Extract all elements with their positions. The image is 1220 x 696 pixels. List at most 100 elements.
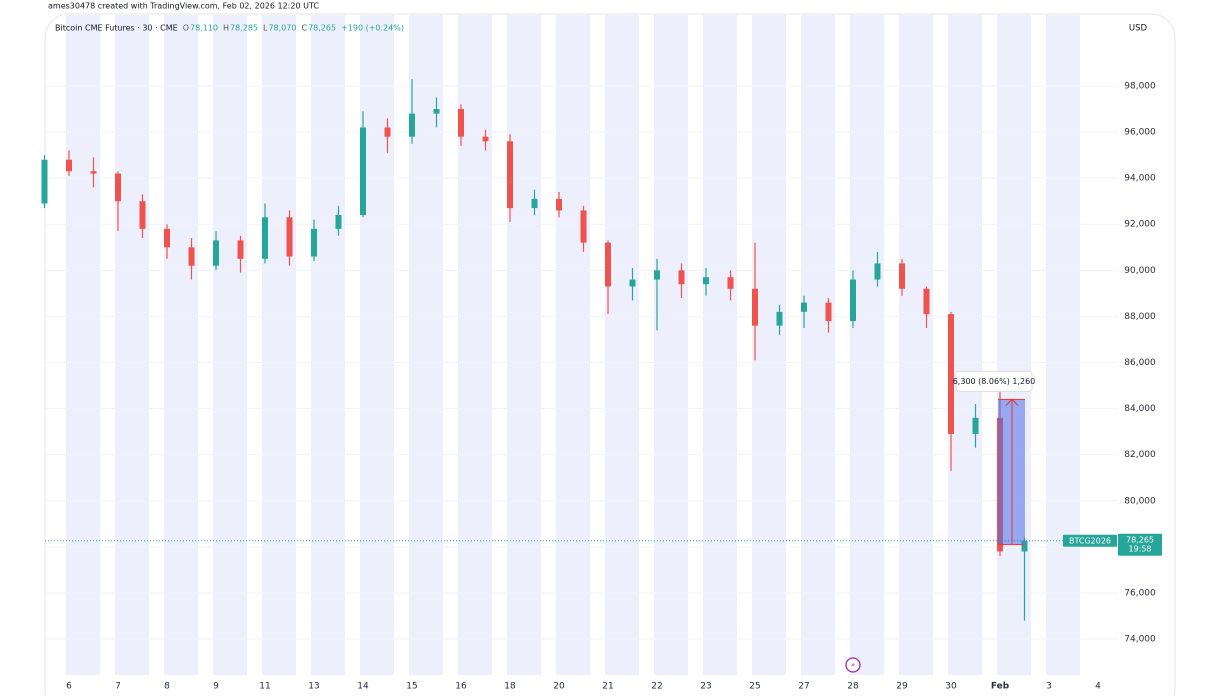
session-band (507, 15, 541, 675)
candle-body (654, 270, 660, 280)
candle-body (384, 127, 391, 137)
candle-body (164, 228, 170, 248)
session-band (703, 15, 737, 675)
candle-body (605, 242, 611, 287)
candle-body (237, 240, 244, 259)
x-tick-label: 22 (651, 682, 662, 692)
x-tick-label: 13 (308, 682, 319, 692)
frame (44, 13, 1176, 696)
candle-body (556, 198, 562, 211)
candle-body (115, 173, 121, 202)
candle-body (482, 136, 489, 142)
x-tick-label: 6 (66, 682, 72, 692)
session-band (556, 15, 590, 675)
candle-body (752, 288, 758, 326)
grid (45, 85, 1118, 640)
y-tick-label: 80,000 (1124, 496, 1156, 506)
y-tick-label: 86,000 (1124, 358, 1156, 368)
candle-body (335, 215, 342, 229)
x-tick-label: 25 (749, 682, 760, 692)
legend-value: 78,070 (268, 24, 296, 33)
x-tick-label: 4 (1095, 682, 1101, 692)
legend-key: C (301, 24, 307, 33)
y-tick-label: 84,000 (1124, 404, 1156, 414)
session-band (213, 15, 247, 675)
candle-body (727, 277, 734, 289)
candle-body (825, 302, 832, 322)
candle-body (409, 113, 415, 137)
candle-body (703, 277, 709, 285)
candle-body (41, 159, 48, 204)
candle-body (899, 263, 905, 289)
x-tick-label: 18 (504, 682, 516, 692)
x-tick-label: 15 (406, 682, 417, 692)
legend-key: L (263, 24, 268, 33)
session-band (66, 15, 100, 675)
candle-body (188, 247, 195, 266)
session-band (752, 15, 786, 675)
y-tick-label: 82,000 (1124, 450, 1156, 460)
legend-key: O (183, 24, 189, 33)
session-band (654, 15, 688, 675)
y-tick-label: 92,000 (1124, 220, 1156, 230)
x-tick-label: 9 (213, 682, 219, 692)
x-tick-label: 21 (602, 682, 613, 692)
event-icon-glyph: » (851, 661, 855, 669)
candle-body (90, 171, 97, 174)
x-tick-label: 27 (798, 682, 809, 692)
candle-body (580, 210, 587, 243)
y-tick-label: 90,000 (1124, 266, 1156, 276)
measure-arrowhead (1005, 398, 1019, 406)
session-band (1046, 15, 1080, 675)
currency: USD (1129, 24, 1148, 34)
symbol-tag-text: BTCG2026 (1069, 536, 1111, 545)
y-tick-label: 98,000 (1124, 81, 1156, 91)
y-tick-label: 94,000 (1124, 174, 1156, 184)
session-band (850, 15, 884, 675)
candle-body (923, 288, 930, 315)
session-band (899, 15, 933, 675)
legend-change: +190 (+0.24%) (341, 24, 404, 33)
ohlc-legend: O 78,110 H 78,285 L 78,070 C 78,265 +190 (+0.24%… (183, 24, 404, 33)
candle-body (507, 141, 513, 209)
candle-body (433, 109, 440, 114)
price-tag-value: 78,265 (1126, 535, 1154, 544)
candle-body (262, 217, 268, 259)
candle-body (1021, 540, 1028, 552)
x-tick-label: 16 (455, 682, 467, 692)
session-band (997, 15, 1031, 675)
session-band (262, 15, 296, 675)
y-tick-label: 96,000 (1124, 128, 1156, 138)
candle-body (531, 198, 538, 209)
candle-body (360, 127, 366, 216)
x-tick-label: Feb (991, 682, 1010, 692)
price-tag (1118, 533, 1162, 556)
candle-body (850, 279, 856, 322)
legend-key: H (223, 24, 229, 33)
x-tick-label: 29 (896, 682, 908, 692)
header: ames30478 created with TradingView.com, … (48, 2, 319, 11)
session-band (360, 15, 394, 675)
session-band (605, 15, 639, 675)
session-bands (66, 15, 1080, 675)
session-band (164, 15, 198, 675)
event-icon[interactable] (845, 657, 861, 673)
candle-body (629, 279, 636, 287)
candle-body (213, 240, 219, 266)
y-tick-label: 74,000 (1124, 635, 1156, 645)
x-tick-label: 3 (1046, 682, 1052, 692)
candle-body (458, 109, 464, 137)
candle-body (139, 201, 146, 229)
x-tick-label: 23 (700, 682, 711, 692)
x-tick-label: 30 (945, 682, 957, 692)
x-tick-label: 28 (847, 682, 859, 692)
candle-body (678, 270, 685, 285)
x-tick-label: 14 (357, 682, 369, 692)
session-band (311, 15, 345, 675)
x-tick-label: 8 (164, 682, 170, 692)
session-band (801, 15, 835, 675)
legend-value: 78,285 (230, 24, 258, 33)
chart-title: Bitcoin CME Futures · 30 · CME (55, 24, 178, 33)
candle-body (874, 263, 881, 280)
